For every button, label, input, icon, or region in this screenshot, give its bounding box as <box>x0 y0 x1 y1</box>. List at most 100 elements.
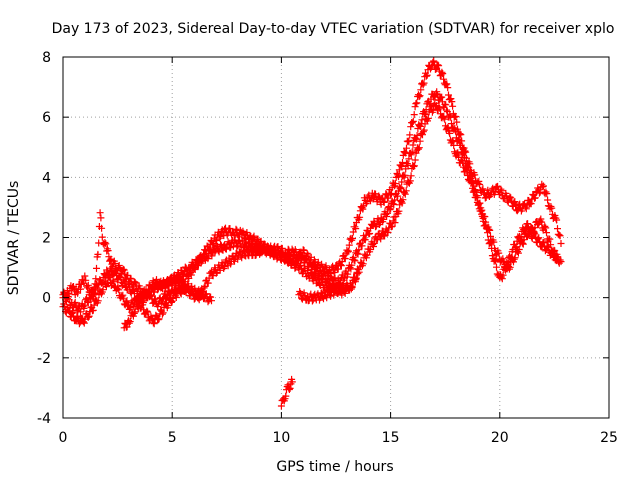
data-point <box>280 405 283 407</box>
data-point <box>536 191 538 194</box>
axis-ticks: 0 5 10 15 20 25 -4 -2 0 2 4 6 8 <box>37 50 618 446</box>
data-point <box>553 254 556 257</box>
x-tick-label: 20 <box>491 430 509 446</box>
data-point <box>306 296 309 299</box>
y-tick-label: 2 <box>42 231 51 247</box>
data-point <box>496 188 499 191</box>
y-tick-label: 4 <box>42 170 51 186</box>
data-point <box>560 260 562 263</box>
data-point <box>525 224 527 227</box>
data-point <box>494 248 497 251</box>
data-point <box>232 242 235 245</box>
data-point <box>291 381 294 383</box>
data-point <box>407 161 409 164</box>
data-point <box>158 314 160 317</box>
data-point <box>461 164 464 167</box>
data-point <box>381 218 383 221</box>
data-point <box>210 272 213 275</box>
data-point <box>354 224 357 227</box>
data-point <box>162 296 165 299</box>
data-point <box>241 233 243 236</box>
data-point <box>490 191 492 194</box>
data-point <box>538 218 540 221</box>
data-point <box>555 221 558 224</box>
data-point <box>210 299 213 302</box>
data-point <box>232 230 235 233</box>
data-point <box>398 170 401 173</box>
data-point <box>289 384 291 386</box>
data-point <box>437 68 440 70</box>
x-tick-label: 0 <box>59 430 68 446</box>
data-point <box>184 284 187 287</box>
data-point <box>180 272 182 275</box>
data-point <box>442 116 444 118</box>
data-point <box>284 393 287 395</box>
data-point <box>112 269 115 272</box>
data-point <box>527 230 529 233</box>
data-point <box>105 272 108 275</box>
data-point <box>134 308 136 311</box>
y-tick-label: 8 <box>42 50 51 66</box>
data-point <box>376 236 379 239</box>
data-point <box>319 272 322 275</box>
data-point <box>354 254 357 257</box>
data-point <box>433 92 436 94</box>
data-point <box>70 302 73 305</box>
data-point <box>547 248 549 251</box>
data-point <box>280 254 283 257</box>
data-point <box>407 140 409 143</box>
data-point <box>520 242 523 245</box>
data-point <box>132 290 134 293</box>
series-layer <box>59 57 565 410</box>
data-point <box>84 278 86 281</box>
data-point <box>145 311 147 314</box>
data-point <box>263 248 265 251</box>
data-point <box>121 296 123 299</box>
y-tick-label: -2 <box>37 351 51 367</box>
data-point <box>151 320 154 323</box>
data-point <box>171 296 173 299</box>
data-point <box>549 206 551 209</box>
data-point <box>306 272 309 275</box>
data-point <box>118 278 121 281</box>
data-point <box>75 317 77 320</box>
data-point <box>560 242 562 245</box>
data-point <box>516 206 519 209</box>
data-point <box>215 236 217 239</box>
data-point <box>394 218 396 221</box>
data-point <box>409 176 412 179</box>
data-point <box>287 387 289 389</box>
data-point <box>540 242 543 245</box>
grid <box>63 57 609 418</box>
data-point <box>241 242 243 245</box>
data-point <box>389 191 392 194</box>
data-point <box>544 230 547 233</box>
data-point <box>153 281 156 284</box>
data-point <box>75 290 77 293</box>
data-point <box>177 290 180 293</box>
data-point <box>156 302 158 305</box>
data-point <box>311 260 313 263</box>
data-point <box>149 290 152 293</box>
data-point <box>88 311 91 314</box>
data-point <box>455 152 457 155</box>
data-point <box>381 200 383 203</box>
data-point <box>481 212 484 215</box>
data-point <box>474 194 477 197</box>
data-point <box>315 278 318 281</box>
data-point <box>236 254 239 257</box>
data-point <box>324 293 326 296</box>
data-point <box>97 284 99 287</box>
data-point <box>416 152 418 155</box>
data-point <box>88 296 91 299</box>
data-point <box>424 74 427 76</box>
data-point <box>501 260 503 263</box>
data-point <box>175 278 178 281</box>
data-point <box>101 287 104 290</box>
data-point <box>228 260 230 263</box>
data-point <box>372 224 374 227</box>
data-point <box>94 302 97 305</box>
data-point <box>123 272 125 275</box>
data-point <box>302 257 305 260</box>
data-point <box>223 245 226 248</box>
